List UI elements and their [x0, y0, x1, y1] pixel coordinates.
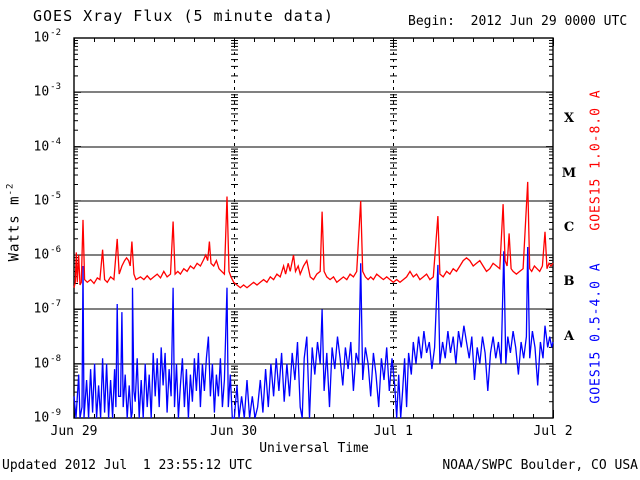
updated-timestamp: Updated 2012 Jul 1 23:55:12 UTC [2, 458, 253, 473]
y-axis-title-exponent: -2 [5, 182, 16, 196]
source-credit: NOAA/SWPC Boulder, CO USA [442, 458, 638, 473]
flare-class-A: A [563, 328, 575, 344]
series-GOES15 0.5-4.0 A [73, 246, 554, 419]
x-tick-label: Jul 1 [373, 424, 413, 439]
series-GOES15 1.0-8.0 A [73, 181, 554, 289]
y-tick-label: 10-8 [33, 353, 62, 372]
series-label-short-channel: GOES15 0.5-4.0 A [588, 262, 604, 404]
y-axis-title: Watts m-2 [5, 182, 23, 262]
y-tick-label: 10-5 [33, 190, 62, 209]
y-tick-label: 10-3 [33, 82, 62, 100]
y-axis-title-base: Watts m [6, 195, 23, 262]
flare-class-M: M [561, 165, 577, 181]
y-tick-label: 10-4 [33, 136, 62, 154]
flare-class-C: C [563, 220, 575, 235]
y-tick-label: 10-7 [33, 299, 62, 317]
chart-title: GOES Xray Flux (5 minute data) [33, 7, 334, 25]
flare-class-X: X [563, 111, 575, 127]
x-tick-label: Jun 30 [210, 424, 258, 439]
begin-timestamp: Begin: 2012 Jun 29 0000 UTC [408, 14, 628, 29]
y-tick-label: 10-9 [33, 408, 62, 426]
x-tick-label: Jun 29 [50, 424, 98, 439]
y-tick-label: 10-2 [33, 28, 62, 46]
y-tick-label: 10-6 [33, 245, 62, 263]
x-tick-label: Jul 2 [533, 424, 573, 439]
flare-class-B: B [563, 274, 575, 290]
x-axis-title: Universal Time [259, 441, 369, 456]
series-label-long-channel: GOES15 1.0-8.0 A [588, 89, 604, 231]
